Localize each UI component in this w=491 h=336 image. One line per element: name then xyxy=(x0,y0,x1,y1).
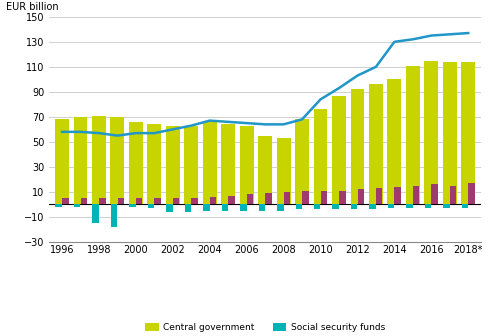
Bar xyxy=(111,204,117,227)
Bar xyxy=(228,196,235,204)
Bar xyxy=(357,190,364,204)
Bar xyxy=(247,195,253,204)
Bar xyxy=(74,117,87,204)
Bar xyxy=(203,204,210,211)
Bar xyxy=(185,204,191,212)
Bar xyxy=(184,126,198,204)
Bar xyxy=(351,89,364,204)
Bar xyxy=(258,136,272,204)
Bar xyxy=(277,138,291,204)
Bar xyxy=(332,95,346,204)
Bar xyxy=(74,204,81,207)
Bar xyxy=(443,62,457,204)
Bar xyxy=(295,119,309,204)
Bar xyxy=(92,204,99,223)
Bar xyxy=(221,204,228,211)
Bar xyxy=(369,84,383,204)
Bar xyxy=(407,204,413,208)
Bar xyxy=(450,185,456,204)
Bar xyxy=(388,204,394,208)
Bar xyxy=(240,204,246,211)
Bar xyxy=(62,198,69,204)
Bar xyxy=(147,124,161,204)
Bar xyxy=(81,198,87,204)
Bar xyxy=(406,66,420,204)
Bar xyxy=(425,204,431,208)
Bar xyxy=(210,197,217,204)
Bar xyxy=(173,198,179,204)
Bar xyxy=(259,204,265,211)
Bar xyxy=(296,204,302,209)
Bar xyxy=(55,204,62,207)
Bar xyxy=(166,126,180,204)
Bar xyxy=(443,204,450,208)
Bar xyxy=(129,204,136,207)
Bar xyxy=(99,198,106,204)
Bar xyxy=(265,193,272,204)
Bar xyxy=(332,204,339,209)
Bar xyxy=(462,62,475,204)
Bar xyxy=(203,121,217,204)
Bar xyxy=(117,198,124,204)
Bar xyxy=(369,204,376,209)
Bar xyxy=(376,188,382,204)
Bar xyxy=(468,183,475,204)
Bar xyxy=(462,204,468,208)
Bar xyxy=(110,117,124,204)
Legend: Central government, Local government, Social security funds, General government: Central government, Local government, So… xyxy=(145,323,385,336)
Bar xyxy=(166,204,173,212)
Bar xyxy=(413,185,419,204)
Bar xyxy=(148,204,154,208)
Bar xyxy=(277,204,283,211)
Bar xyxy=(240,126,253,204)
Bar xyxy=(191,198,198,204)
Bar xyxy=(129,122,143,204)
Bar xyxy=(284,192,290,204)
Bar xyxy=(321,191,327,204)
Bar xyxy=(221,124,235,204)
Bar xyxy=(55,119,69,204)
Bar xyxy=(92,116,106,204)
Bar xyxy=(314,109,327,204)
Bar xyxy=(424,60,438,204)
Text: EUR billion: EUR billion xyxy=(6,2,58,12)
Bar xyxy=(136,198,142,204)
Bar xyxy=(302,191,309,204)
Bar xyxy=(339,191,346,204)
Bar xyxy=(432,184,438,204)
Bar xyxy=(314,204,321,209)
Bar xyxy=(387,79,401,204)
Bar xyxy=(351,204,357,209)
Bar xyxy=(155,198,161,204)
Bar xyxy=(394,187,401,204)
